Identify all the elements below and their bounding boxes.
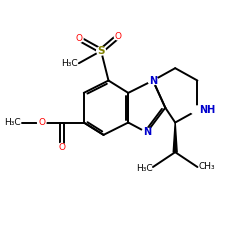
Ellipse shape xyxy=(57,143,66,151)
Text: S: S xyxy=(97,46,105,56)
Text: O: O xyxy=(115,32,122,40)
Ellipse shape xyxy=(190,106,204,114)
Ellipse shape xyxy=(97,47,106,55)
Ellipse shape xyxy=(114,32,122,40)
Ellipse shape xyxy=(38,118,46,126)
Text: O: O xyxy=(58,143,65,152)
Ellipse shape xyxy=(148,76,158,85)
Text: CH₃: CH₃ xyxy=(199,162,215,172)
Text: H₃C: H₃C xyxy=(61,59,78,68)
Polygon shape xyxy=(173,122,177,152)
Text: N: N xyxy=(149,76,157,86)
Text: O: O xyxy=(75,34,82,43)
Text: H₃C: H₃C xyxy=(136,164,153,173)
Ellipse shape xyxy=(75,34,83,42)
Text: N: N xyxy=(143,128,151,138)
Text: O: O xyxy=(38,118,45,127)
Text: H₃C: H₃C xyxy=(4,118,21,127)
Ellipse shape xyxy=(142,128,152,136)
Text: NH: NH xyxy=(199,105,215,115)
